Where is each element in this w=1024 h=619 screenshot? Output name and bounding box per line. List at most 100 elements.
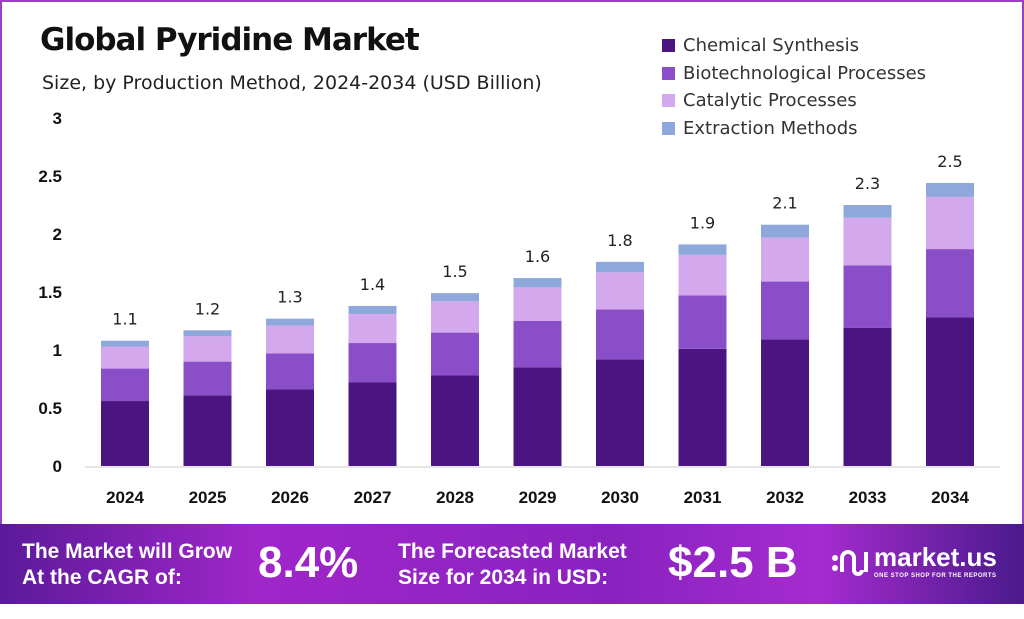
legend-label: Biotechnological Processes: [683, 62, 927, 84]
legend-label: Chemical Synthesis: [683, 35, 860, 57]
bar-segment-biotechnological-processes: [183, 361, 232, 396]
bar-segment-chemical-synthesis: [678, 348, 727, 466]
bar-segment-extraction-methods: [431, 293, 479, 302]
x-tick-label: 2031: [684, 488, 722, 507]
summary-banner: The Market will Grow At the CAGR of: 8.4…: [0, 524, 1024, 604]
cagr-value: 8.4%: [258, 538, 359, 587]
legend-label: Extraction Methods: [683, 117, 858, 139]
bar-segment-chemical-synthesis: [348, 382, 397, 466]
bar-total-label: 1.5: [442, 262, 467, 281]
x-tick-label: 2032: [766, 488, 804, 507]
bar-segment-extraction-methods: [513, 278, 562, 288]
bar-segment-catalytic-processes: [926, 196, 974, 250]
bar-total-label: 1.9: [690, 213, 715, 232]
legend-swatch: [662, 121, 675, 135]
bar-total-label: 1.2: [195, 299, 220, 318]
y-tick-label: 1.5: [38, 283, 62, 302]
bar-total-label: 1.4: [360, 275, 385, 294]
bar-segment-chemical-synthesis: [761, 339, 809, 466]
bar-segment-catalytic-processes: [678, 254, 727, 296]
bar-segment-extraction-methods: [101, 340, 149, 347]
bar-segment-biotechnological-processes: [926, 249, 974, 318]
legend-item: Biotechnological Processes: [662, 60, 926, 88]
bar-segment-biotechnological-processes: [513, 321, 562, 368]
x-tick-label: 2030: [601, 488, 639, 507]
chart-subtitle: Size, by Production Method, 2024-2034 (U…: [42, 72, 542, 94]
legend-item: Catalytic Processes: [662, 87, 926, 115]
chart-title: Global Pyridine Market: [40, 22, 420, 58]
x-tick-label: 2025: [189, 488, 227, 507]
x-tick-label: 2029: [519, 488, 557, 507]
bar-segment-biotechnological-processes: [431, 332, 479, 376]
cagr-label: The Market will Grow At the CAGR of:: [22, 540, 233, 589]
bar-segment-chemical-synthesis: [266, 389, 314, 466]
y-tick-label: 2: [53, 225, 62, 244]
bar-segment-extraction-methods: [596, 261, 644, 273]
bar-segment-catalytic-processes: [266, 325, 314, 354]
bar-segment-catalytic-processes: [761, 237, 809, 282]
bar-segment-chemical-synthesis: [513, 367, 562, 466]
bar-segment-extraction-methods: [348, 305, 397, 315]
bar-segment-chemical-synthesis: [596, 359, 644, 466]
y-tick-label: 0.5: [38, 399, 62, 418]
bar-segment-extraction-methods: [266, 318, 314, 326]
marketus-logo: market.us ONE STOP SHOP FOR THE REPORTS: [830, 542, 997, 579]
bar-segment-extraction-methods: [761, 224, 809, 238]
legend-label: Catalytic Processes: [683, 90, 857, 112]
bar-segment-biotechnological-processes: [761, 281, 809, 340]
bar-segment-chemical-synthesis: [431, 375, 479, 466]
forecast-value: $2.5 B: [668, 538, 798, 587]
bar-segment-catalytic-processes: [596, 272, 644, 310]
bar-segment-catalytic-processes: [348, 314, 397, 344]
bar-total-label: 1.1: [112, 310, 137, 329]
bar-total-label: 1.8: [607, 231, 632, 250]
legend-swatch: [662, 39, 675, 53]
logo-name: market.us: [874, 542, 997, 572]
legend-item: Chemical Synthesis: [662, 32, 926, 60]
bar-segment-biotechnological-processes: [678, 295, 727, 349]
x-tick-label: 2026: [271, 488, 309, 507]
forecast-label: The Forecasted Market Size for 2034 in U…: [398, 540, 627, 589]
legend-swatch: [662, 94, 675, 108]
bar-segment-chemical-synthesis: [183, 395, 232, 466]
x-tick-label: 2033: [849, 488, 887, 507]
bar-segment-catalytic-processes: [513, 287, 562, 321]
bar-total-label: 2.5: [937, 152, 962, 171]
bar-segment-chemical-synthesis: [101, 401, 149, 466]
x-tick-label: 2028: [436, 488, 474, 507]
logo-icon: [832, 549, 868, 576]
bar-segment-biotechnological-processes: [101, 368, 149, 402]
bar-total-label: 2.1: [772, 194, 797, 213]
y-tick-label: 2.5: [38, 167, 62, 186]
bar-segment-biotechnological-processes: [266, 353, 314, 390]
logo-tagline: ONE STOP SHOP FOR THE REPORTS: [874, 573, 997, 579]
legend-item: Extraction Methods: [662, 115, 926, 143]
bar-segment-biotechnological-processes: [843, 265, 892, 328]
bar-segment-chemical-synthesis: [843, 327, 892, 466]
bar-total-label: 2.3: [855, 174, 880, 193]
bar-segment-extraction-methods: [678, 244, 727, 255]
bar-segment-catalytic-processes: [843, 217, 892, 266]
y-tick-label: 3: [53, 109, 62, 128]
bar-total-label: 1.3: [277, 288, 302, 307]
bar-segment-chemical-synthesis: [926, 317, 974, 466]
bar-segment-biotechnological-processes: [348, 343, 397, 383]
bar-segment-catalytic-processes: [183, 336, 232, 362]
bar-total-label: 1.6: [525, 247, 550, 266]
chart-frame: [0, 0, 1024, 524]
bar-segment-extraction-methods: [183, 330, 232, 337]
bar-segment-catalytic-processes: [101, 346, 149, 369]
legend-swatch: [662, 66, 675, 80]
bar-segment-biotechnological-processes: [596, 309, 644, 360]
bar-segment-extraction-methods: [843, 205, 892, 218]
y-tick-label: 1: [53, 341, 62, 360]
bar-segment-catalytic-processes: [431, 301, 479, 333]
x-tick-label: 2024: [106, 488, 144, 507]
y-tick-label: 0: [53, 457, 62, 476]
x-tick-label: 2027: [354, 488, 392, 507]
x-tick-label: 2034: [931, 488, 969, 507]
bar-chart: 0 0.5 1 1.5 2 2.5 3 1.1 2024 1.2 2025 1.3 2026 1.4 202…: [38, 109, 1000, 507]
bar-segment-extraction-methods: [926, 182, 974, 197]
legend: Chemical Synthesis Biotechnological Proce…: [662, 32, 926, 142]
